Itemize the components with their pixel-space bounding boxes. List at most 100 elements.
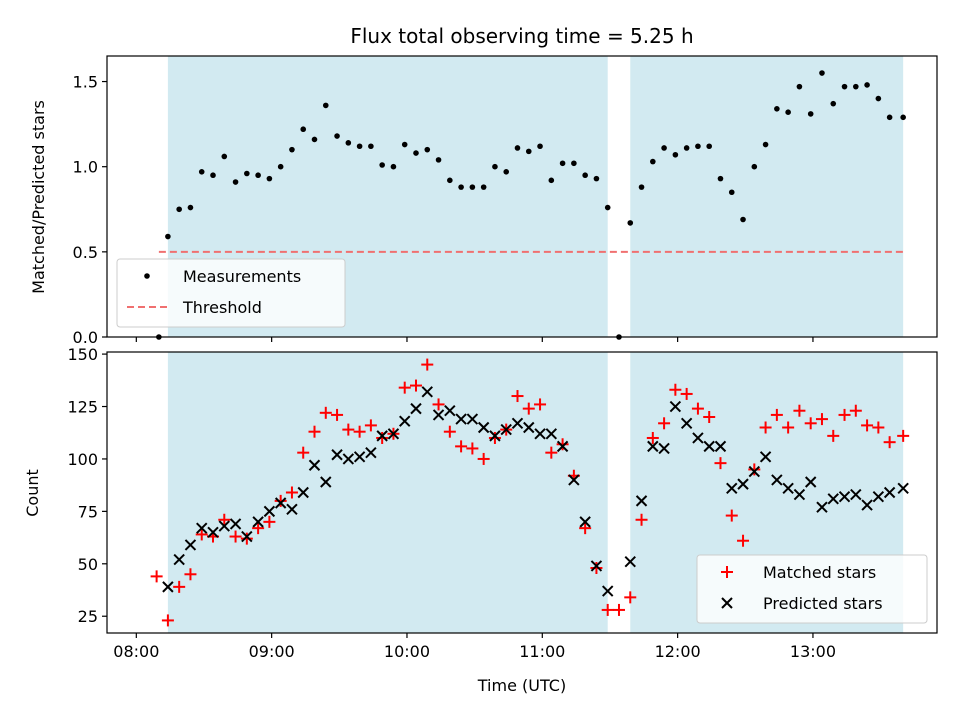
matched-point [804,417,817,430]
predicted-point [579,516,591,528]
legend-count: Matched stars Predicted stars [696,554,928,624]
x-tick-label: 08:00 [113,642,159,661]
predicted-point [444,405,456,417]
y-tick-label: 125 [67,398,98,417]
measurement-point [830,100,837,107]
predicted-point [241,530,253,543]
predicted-point [827,493,839,505]
legend-label-measurements: Measurements [183,267,301,286]
measurement-point [728,189,735,196]
measurement-point [762,141,769,148]
predicted-point [897,482,909,495]
measurement-point [322,102,329,109]
y-axis-label-count: Count [23,469,42,517]
measurement-point [706,143,713,150]
predicted-point [850,488,862,501]
x-tick-label: 10:00 [384,642,430,661]
observing-window-2 [630,56,904,337]
measurement-point [695,143,701,150]
measurement-point [424,146,431,153]
matched-point [782,421,795,434]
predicted-point [534,428,546,440]
measurement-point [672,151,679,158]
matched-point [883,436,896,449]
matched-point [714,457,727,470]
predicted-point [455,413,467,425]
predicted-point [771,474,783,486]
measurement-point [334,133,340,139]
measurement-point [266,175,273,182]
predicted-point [782,482,794,495]
predicted-point [804,476,817,488]
measurement-point [492,163,498,170]
measurement-point [900,114,906,121]
matched-point [161,614,174,627]
predicted-point [218,520,230,532]
y-tick-label: 0.5 [73,243,98,262]
measurement-point [458,184,464,190]
predicted-point [793,488,806,501]
predicted-point [410,402,422,415]
legend-label-matched: Matched stars [763,563,876,582]
legend-marker-predicted [721,597,733,609]
matched-point [285,486,298,499]
predicted-point [466,413,479,425]
predicted-point [229,518,242,530]
measurement-point [232,179,239,185]
measurement-point [807,111,814,117]
predicted-point [320,476,332,488]
chart-title: Flux total observing time = 5.25 h [350,24,693,48]
predicted-point [252,516,264,528]
predicted-point [523,421,535,434]
y-tick-label: 0.0 [73,328,98,347]
measurement-point [356,143,363,150]
measurement-point [864,82,870,88]
predicted-point [714,440,727,453]
measurement-point [875,95,882,102]
x-tick-label: 09:00 [249,642,295,661]
matched-point [432,398,445,411]
measurement-point [311,136,318,143]
x-tick-label: 11:00 [519,642,565,661]
matched-point [872,421,885,434]
measurement-point [244,170,250,177]
matched-point [353,425,366,438]
matched-point [409,379,422,392]
matched-point [748,463,761,476]
matched-point [342,423,355,436]
predicted-point [635,495,648,507]
legend-label-threshold: Threshold [182,298,262,317]
y-tick-label: 1.5 [73,73,98,92]
ratio-panel: Flux total observing time = 5.25 h 0.0 0.… [29,24,938,347]
predicted-point [274,497,287,509]
predicted-point [658,442,670,455]
y-tick-label: 75 [78,502,98,521]
matched-point [770,408,783,421]
measurement-point [751,163,758,170]
matched-point [635,513,648,526]
legend-marker-measurements [144,273,150,279]
matched-point [443,425,456,438]
measurement-point [661,145,667,151]
measurement-point [255,172,261,179]
measurement-point [300,126,307,133]
matched-point [703,411,716,424]
matched-point [669,383,682,396]
matched-point [590,561,603,574]
measurement-point [841,83,848,90]
predicted-point [680,417,693,430]
x-tick-label: 12:00 [655,642,701,661]
y-tick-label: 50 [78,555,98,574]
measurement-point [886,114,893,121]
predicted-point [669,400,682,413]
matched-point [601,603,614,616]
observing-window-1 [167,352,608,633]
measurement-point [176,206,182,213]
x-tick-label: 13:00 [790,642,836,661]
matched-point [725,509,738,522]
predicted-point [342,453,355,465]
matched-point [466,442,479,455]
predicted-point [308,459,321,471]
y-tick-label: 150 [67,345,98,364]
predicted-point [838,490,851,503]
